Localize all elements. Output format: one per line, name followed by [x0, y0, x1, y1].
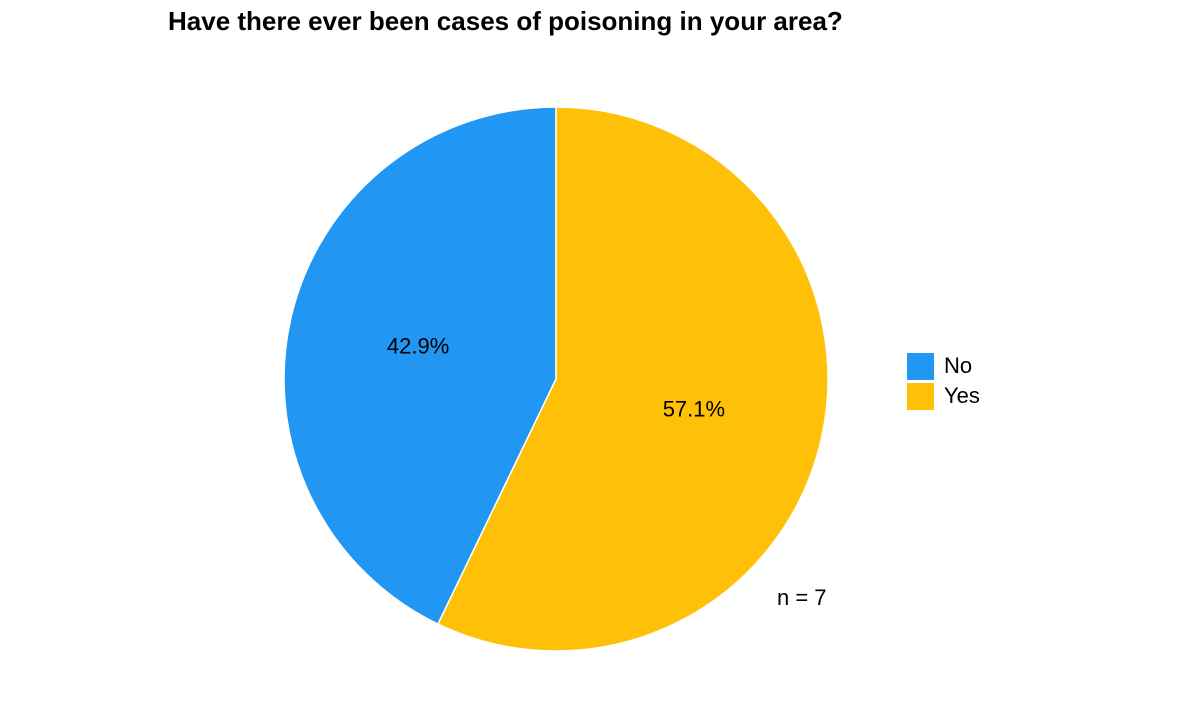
legend-item-no: No: [907, 351, 980, 381]
chart-title: Have there ever been cases of poisoning …: [168, 6, 843, 36]
slice-label-yes: 57.1%: [663, 396, 725, 421]
sample-size-annotation: n = 7: [777, 585, 827, 610]
legend-label-no: No: [944, 353, 973, 378]
legend-label-yes: Yes: [944, 383, 980, 408]
slice-label-no: 42.9%: [387, 333, 449, 358]
legend: No Yes: [907, 351, 980, 411]
pie-slice-yes: [436, 106, 829, 652]
legend-swatch-no: [907, 352, 934, 380]
legend-swatch-yes: [907, 382, 934, 410]
pie-slice-no: [283, 106, 557, 626]
legend-item-yes: Yes: [907, 381, 980, 411]
